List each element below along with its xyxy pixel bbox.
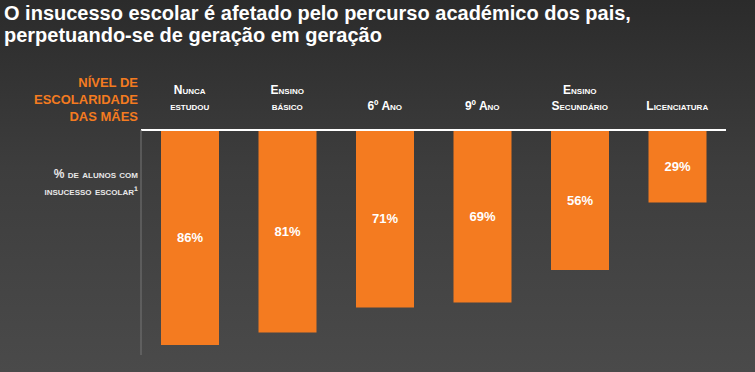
- svg-text:Licenciatura: Licenciatura: [646, 99, 708, 113]
- svg-text:86%: 86%: [177, 230, 203, 245]
- svg-text:Ensinobásico: Ensinobásico: [271, 83, 304, 113]
- svg-text:9º Ano: 9º Ano: [465, 99, 500, 113]
- html-text:Nível de escolaridade das mães: Nível de escolaridade das mães: [34, 75, 138, 124]
- svg-text:EnsinoSecundário: EnsinoSecundário: [552, 83, 608, 113]
- svg-text:Nuncaestudou: Nuncaestudou: [170, 83, 209, 113]
- svg-text:81%: 81%: [274, 224, 300, 239]
- svg-text:69%: 69%: [469, 209, 495, 224]
- html-text:% de alunos com insucesso esco: % de alunos com insucesso escolar¹: [44, 167, 138, 198]
- svg-text:6º Ano: 6º Ano: [367, 99, 402, 113]
- svg-text:56%: 56%: [567, 193, 593, 208]
- html-text:O insucesso escolar é afetado: O insucesso escolar é afetado pelo percu…: [4, 2, 631, 46]
- svg-text:29%: 29%: [664, 159, 690, 174]
- svg-text:71%: 71%: [372, 211, 398, 226]
